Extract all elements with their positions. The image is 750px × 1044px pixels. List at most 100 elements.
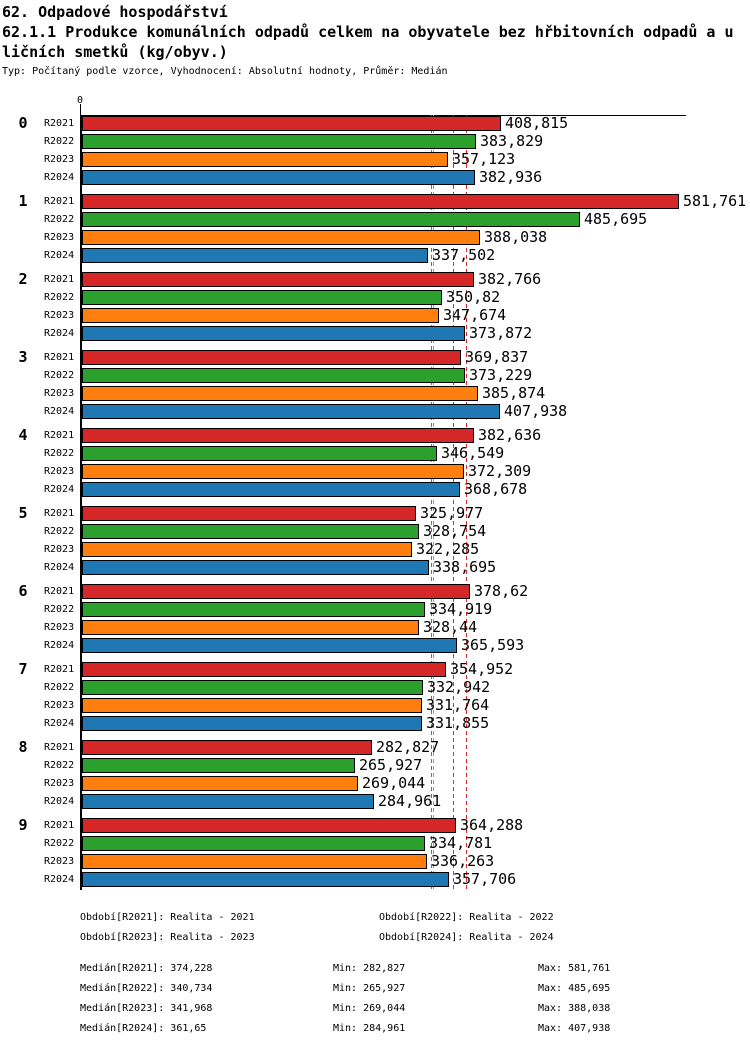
legend-item-r2023: Období[R2023]: Realita - 2023 xyxy=(80,932,255,943)
bar-r2023 xyxy=(82,308,439,323)
bar-r2022 xyxy=(82,368,465,383)
stat-max: Max: 407,938 xyxy=(538,1023,611,1034)
bar-r2022 xyxy=(82,212,580,227)
series-label: R2022 xyxy=(44,526,75,537)
bar-r2024 xyxy=(82,560,429,575)
bar-value-label: 347,674 xyxy=(443,306,507,324)
series-label: R2021 xyxy=(44,352,75,363)
bar-r2021 xyxy=(82,272,474,287)
bar-value-label: 388,038 xyxy=(484,228,548,246)
x-axis-zero-label: 0 xyxy=(77,95,84,106)
series-label: R2023 xyxy=(44,544,75,555)
series-label: R2022 xyxy=(44,214,75,225)
bar-r2024 xyxy=(82,638,457,653)
series-label: R2023 xyxy=(44,154,75,165)
bar-r2022 xyxy=(82,524,419,539)
bar-r2021 xyxy=(82,116,501,131)
bar-r2023 xyxy=(82,152,448,167)
series-label: R2023 xyxy=(44,778,75,789)
series-label: R2022 xyxy=(44,136,75,147)
page-title: 62. Odpadové hospodářství xyxy=(2,3,228,21)
series-label: R2021 xyxy=(44,742,75,753)
series-label: R2022 xyxy=(44,760,75,771)
group-label: 8 xyxy=(18,738,28,756)
bar-value-label: 328,754 xyxy=(423,522,487,540)
group-label: 4 xyxy=(18,426,28,444)
series-label: R2024 xyxy=(44,328,75,339)
series-label: R2024 xyxy=(44,406,75,417)
bar-r2024 xyxy=(82,482,460,497)
bar-r2024 xyxy=(82,170,475,185)
bar-r2021 xyxy=(82,740,372,755)
stat-median: Medián[R2023]: 341,968 xyxy=(80,1003,213,1014)
stat-min: Min: 284,961 xyxy=(333,1023,406,1034)
series-label: R2022 xyxy=(44,682,75,693)
bar-value-label: 368,678 xyxy=(464,480,528,498)
page-subtitle-line2: ličních smetků (kg/obyv.) xyxy=(2,43,228,61)
series-label: R2023 xyxy=(44,232,75,243)
series-label: R2024 xyxy=(44,562,75,573)
bar-r2023 xyxy=(82,698,422,713)
group-label: 5 xyxy=(18,504,28,522)
bar-value-label: 357,706 xyxy=(453,870,517,888)
bar-r2022 xyxy=(82,446,437,461)
legend-item-r2024: Období[R2024]: Realita - 2024 xyxy=(379,932,554,943)
bar-value-label: 378,62 xyxy=(474,582,529,600)
bar-value-label: 354,952 xyxy=(450,660,514,678)
series-label: R2024 xyxy=(44,172,75,183)
bar-value-label: 269,044 xyxy=(362,774,426,792)
series-label: R2023 xyxy=(44,622,75,633)
group-label: 2 xyxy=(18,270,28,288)
legend-item-r2021: Období[R2021]: Realita - 2021 xyxy=(80,912,255,923)
bar-value-label: 334,919 xyxy=(429,600,493,618)
bar-value-label: 328,44 xyxy=(423,618,478,636)
bar-r2022 xyxy=(82,680,423,695)
series-label: R2022 xyxy=(44,448,75,459)
stat-min: Min: 269,044 xyxy=(333,1003,406,1014)
page-subtitle-line1: 62.1.1 Produkce komunálních odpadů celke… xyxy=(2,23,734,41)
bar-r2021 xyxy=(82,818,456,833)
series-label: R2021 xyxy=(44,586,75,597)
series-label: R2023 xyxy=(44,388,75,399)
bar-value-label: 265,927 xyxy=(359,756,423,774)
group-label: 6 xyxy=(18,582,28,600)
bar-value-label: 382,766 xyxy=(478,270,542,288)
series-label: R2024 xyxy=(44,484,75,495)
stat-max: Max: 388,038 xyxy=(538,1003,611,1014)
stat-min: Min: 282,827 xyxy=(333,963,406,974)
bar-value-label: 284,961 xyxy=(378,792,442,810)
series-label: R2024 xyxy=(44,796,75,807)
bar-r2024 xyxy=(82,404,500,419)
bar-value-label: 372,309 xyxy=(468,462,532,480)
group-label: 0 xyxy=(18,114,28,132)
chart-meta: Typ: Počítaný podle vzorce, Vyhodnocení:… xyxy=(2,66,448,77)
series-label: R2024 xyxy=(44,718,75,729)
bar-r2023 xyxy=(82,854,427,869)
bar-value-label: 382,936 xyxy=(479,168,543,186)
group-label: 1 xyxy=(18,192,28,210)
bar-value-label: 334,781 xyxy=(429,834,493,852)
bar-r2021 xyxy=(82,350,461,365)
bar-value-label: 331,764 xyxy=(426,696,490,714)
bar-r2022 xyxy=(82,836,425,851)
series-label: R2023 xyxy=(44,700,75,711)
bar-value-label: 581,761 xyxy=(683,192,747,210)
bar-r2021 xyxy=(82,194,679,209)
bar-value-label: 383,829 xyxy=(480,132,544,150)
bar-value-label: 373,229 xyxy=(469,366,533,384)
bar-value-label: 336,263 xyxy=(431,852,495,870)
median-line-r2022 xyxy=(431,115,432,890)
bar-r2024 xyxy=(82,716,422,731)
bar-r2023 xyxy=(82,620,419,635)
series-label: R2024 xyxy=(44,250,75,261)
bar-value-label: 338,695 xyxy=(433,558,497,576)
bar-value-label: 337,502 xyxy=(432,246,496,264)
bar-r2024 xyxy=(82,794,374,809)
series-label: R2022 xyxy=(44,604,75,615)
bar-value-label: 373,872 xyxy=(469,324,533,342)
bar-value-label: 407,938 xyxy=(504,402,568,420)
bar-value-label: 385,874 xyxy=(482,384,546,402)
bar-value-label: 350,82 xyxy=(446,288,501,306)
bar-value-label: 346,549 xyxy=(441,444,505,462)
series-label: R2023 xyxy=(44,310,75,321)
